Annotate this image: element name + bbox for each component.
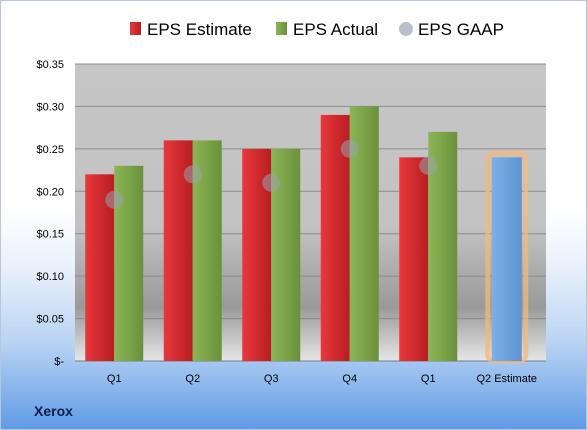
marker-eps-gaap [105,190,124,209]
bar-eps-estimate [399,157,429,361]
bar-forecast [491,157,522,361]
marker-eps-gaap [183,165,202,184]
y-tick-label: $0.30 [36,101,64,113]
y-tick-label: $0.20 [36,186,64,198]
x-tick-label: Q1 [107,373,122,385]
bars [85,106,529,364]
legend-swatch [399,22,413,36]
y-tick-label: $0.35 [36,59,64,71]
plot-area [75,64,546,361]
x-tick-label: Q2 Estimate [476,373,537,385]
legend-label: EPS GAAP [418,20,504,39]
company-label: Xerox [34,403,73,419]
y-axis: $- $0.05 $0.10 $0.15 $0.20 $0.25 $0.30 $0.35 [36,59,546,368]
legend-label: EPS Actual [293,20,378,39]
x-tick-label: Q4 [342,373,357,385]
y-tick-label: $- [54,356,64,368]
marker-eps-gaap [340,139,359,158]
marker-eps-gaap [419,156,438,175]
legend-label: EPS Estimate [147,20,252,39]
x-tick-label: Q2 [185,373,200,385]
x-axis: Q1 Q2 Q3 Q4 Q1 Q2 Estimate [107,373,537,385]
legend-swatch [276,22,287,35]
gridlines [75,63,546,362]
marker-eps-gaap [262,173,281,192]
y-tick-label: $0.15 [36,229,64,241]
legend-swatch [130,22,141,35]
y-tick-label: $0.05 [36,314,64,326]
y-tick-label: $0.25 [36,144,64,156]
x-tick-label: Q3 [264,373,279,385]
gaap-markers [105,139,438,209]
x-tick-label: Q1 [421,373,436,385]
legend: EPS Estimate EPS Actual EPS GAAP [130,20,504,39]
y-tick-label: $0.10 [36,271,64,283]
